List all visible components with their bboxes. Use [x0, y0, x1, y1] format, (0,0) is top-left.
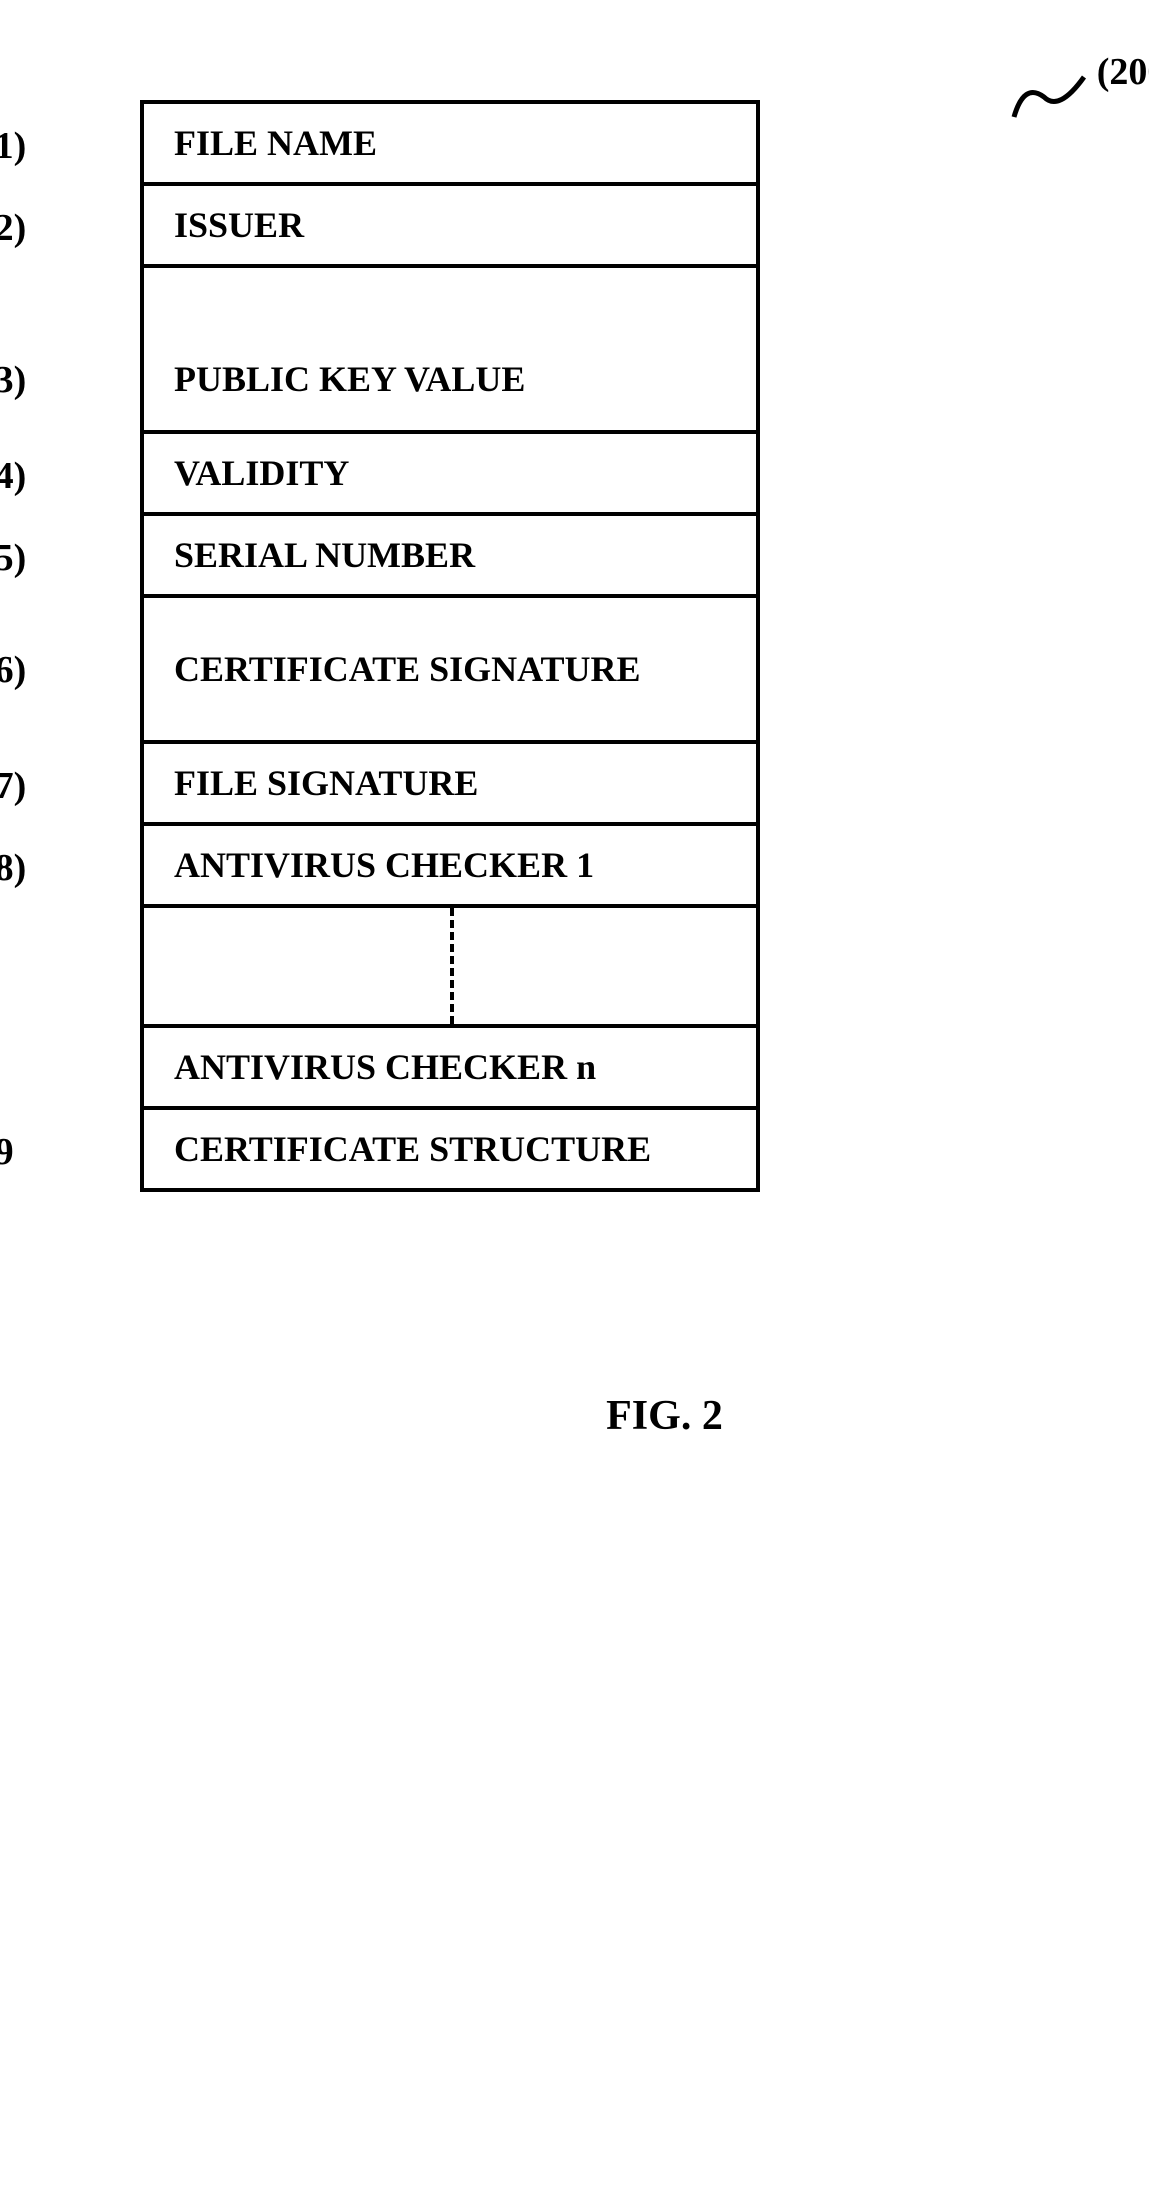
ref-202: (202) — [0, 206, 26, 250]
text-cert-signature: CERTIFICATE SIGNATURE — [174, 649, 641, 689]
ref-205: (205) — [0, 536, 26, 580]
certificate-table: (201) FILE NAME (202) ISSUER (203) PUBLI… — [140, 100, 760, 1192]
ref-208: (208) — [0, 846, 26, 890]
row-public-key: (203) PUBLIC KEY VALUE — [144, 268, 756, 434]
text-av-checker-n: ANTIVIRUS CHECKER n — [174, 1047, 596, 1087]
text-serial: SERIAL NUMBER — [174, 535, 475, 575]
connector-curve — [1009, 72, 1089, 127]
text-public-key: PUBLIC KEY VALUE — [174, 359, 525, 399]
main-ref-label: (200) — [1097, 50, 1149, 94]
row-dashed-ellipsis — [140, 908, 760, 1028]
text-cert-structure: CERTIFICATE STRUCTURE — [174, 1129, 651, 1169]
ref-203: (203) — [0, 358, 26, 402]
figure-caption: FIG. 2 — [220, 1392, 1109, 1440]
row-av-checker-n: ANTIVIRUS CHECKER n — [144, 1028, 756, 1110]
certificate-diagram: (200) (201) FILE NAME (202) ISSUER (203)… — [140, 100, 1109, 1192]
row-serial: (205) SERIAL NUMBER — [144, 516, 756, 598]
text-file-signature: FILE SIGNATURE — [174, 763, 478, 803]
row-file-name: (201) FILE NAME — [144, 104, 756, 186]
text-file-name: FILE NAME — [174, 123, 377, 163]
ref-206: (206) — [0, 648, 26, 692]
row-issuer: (202) ISSUER — [144, 186, 756, 268]
text-av-checker-1: ANTIVIRUS CHECKER 1 — [174, 845, 594, 885]
row-file-signature: (207) FILE SIGNATURE — [144, 744, 756, 826]
row-av-checker-1: (208) ANTIVIRUS CHECKER 1 — [144, 826, 756, 908]
row-cert-signature: (206) CERTIFICATE SIGNATURE — [144, 598, 756, 744]
row-validity: (204) VALIDITY — [144, 434, 756, 516]
ref-209: (209 — [0, 1130, 14, 1174]
text-issuer: ISSUER — [174, 205, 304, 245]
row-cert-structure: (209 CERTIFICATE STRUCTURE — [144, 1110, 756, 1188]
ref-201: (201) — [0, 124, 26, 168]
text-validity: VALIDITY — [174, 453, 349, 493]
ref-204: (204) — [0, 454, 26, 498]
ref-207: (207) — [0, 764, 26, 808]
